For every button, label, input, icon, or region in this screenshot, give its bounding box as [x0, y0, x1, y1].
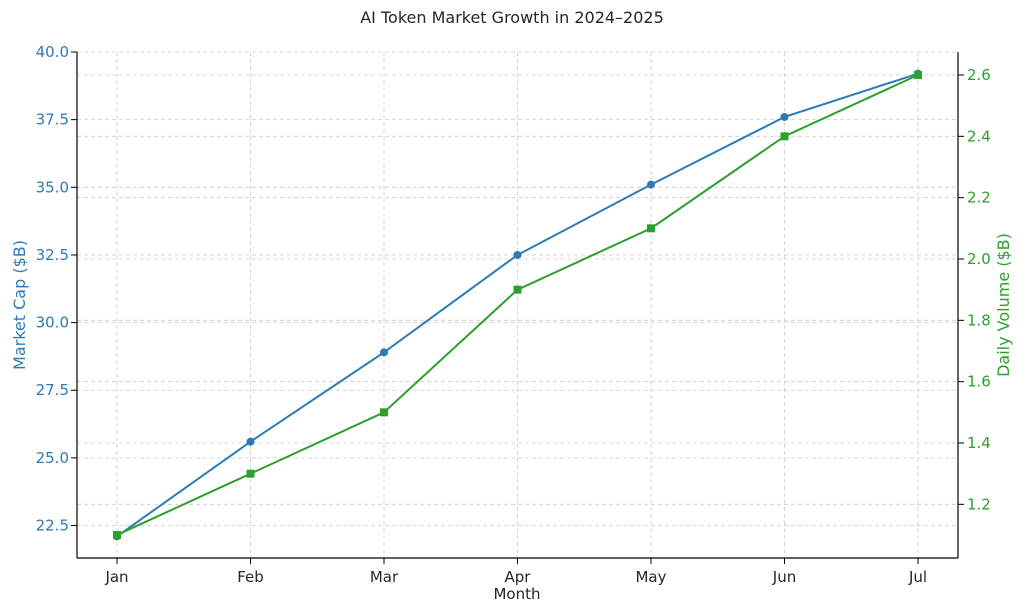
right-axis-label: Daily Volume ($B) — [994, 233, 1013, 377]
x-tick-label: Apr — [505, 568, 532, 586]
left-tick-label: 40.0 — [36, 43, 69, 61]
x-tick-label: Jan — [104, 568, 128, 586]
data-point-marker-circle — [380, 348, 388, 357]
x-tick-label: Jul — [908, 568, 927, 586]
data-point-marker-circle — [647, 180, 655, 189]
series — [113, 69, 922, 541]
right-tick-label: 2.2 — [967, 189, 991, 207]
left-tick-label: 27.5 — [36, 381, 69, 399]
left-axis-label: Market Cap ($B) — [10, 240, 29, 370]
right-tick-label: 1.6 — [967, 373, 991, 391]
data-point-marker-square — [647, 224, 655, 233]
left-tick-label: 37.5 — [36, 111, 69, 129]
x-tick-label: Jun — [772, 568, 796, 586]
x-axis-ticks: Jan Feb Mar Apr May Jun Jul — [104, 558, 927, 586]
data-point-marker-square — [914, 71, 922, 79]
data-point-marker-square — [513, 285, 522, 294]
left-axis-ticks: 22.5 25.0 27.5 30.0 32.5 35.0 37.5 40.0 — [36, 43, 77, 535]
left-tick-label: 35.0 — [36, 178, 69, 196]
right-tick-label: 2.6 — [967, 66, 991, 84]
left-tick-label: 30.0 — [36, 314, 69, 332]
data-point-marker-square — [380, 408, 388, 417]
left-tick-label: 25.0 — [36, 449, 69, 467]
data-point-marker-square — [113, 531, 121, 539]
right-tick-label: 2.4 — [967, 127, 991, 145]
x-tick-label: Mar — [370, 568, 399, 586]
right-tick-label: 1.4 — [967, 434, 991, 452]
grid — [77, 51, 958, 558]
right-tick-label: 2.0 — [967, 250, 991, 268]
data-point-marker-square — [780, 132, 789, 141]
data-point-marker-circle — [513, 250, 522, 259]
x-axis-label: Month — [493, 585, 540, 603]
left-tick-label: 22.5 — [36, 517, 69, 535]
right-tick-label: 1.2 — [967, 495, 991, 513]
data-point-marker-circle — [246, 437, 255, 446]
chart-title: AI Token Market Growth in 2024–2025 — [360, 8, 664, 27]
right-tick-label: 1.8 — [967, 311, 991, 329]
data-point-marker-square — [246, 469, 255, 478]
x-tick-label: May — [635, 568, 666, 586]
left-tick-label: 32.5 — [36, 246, 69, 264]
right-axis-ticks: 1.2 1.4 1.6 1.8 2.0 2.2 2.4 2.6 — [958, 66, 991, 513]
x-tick-label: Feb — [237, 568, 264, 586]
data-point-marker-circle — [780, 112, 789, 121]
